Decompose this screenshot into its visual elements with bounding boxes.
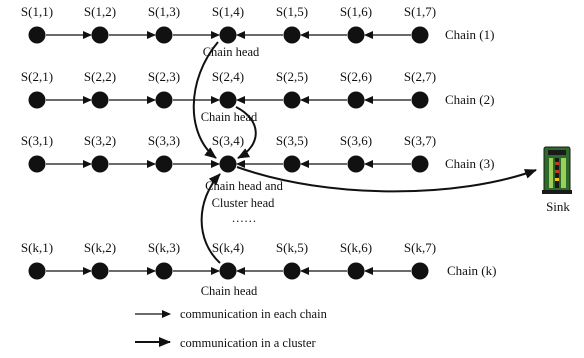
- sensor-node: [28, 155, 46, 173]
- node-label: S(3,6): [340, 133, 372, 148]
- legend-cluster-communication: communication in a cluster: [180, 336, 317, 350]
- node-label: S(2,7): [404, 69, 436, 84]
- sensor-node: [411, 262, 429, 280]
- sensor-node: [91, 262, 109, 280]
- node-label: S(2,5): [276, 69, 308, 84]
- sink-station-icon: [542, 146, 572, 194]
- sensor-node: [347, 91, 365, 109]
- node-label: S(k,5): [276, 240, 308, 255]
- node-label: S(2,3): [148, 69, 180, 84]
- chain-row-2: S(2,1) S(2,2) S(2,3) S(2,4) S(2,5) S(2,6…: [21, 69, 495, 124]
- node-label: S(k,3): [148, 240, 180, 255]
- cluster-arrow-to-sink: [236, 166, 537, 193]
- legend-chain-communication: communication in each chain: [180, 307, 328, 321]
- sensor-node: [91, 91, 109, 109]
- chain-head-node: [219, 262, 237, 280]
- sensor-node: [28, 26, 46, 44]
- node-label: S(2,4): [212, 69, 244, 84]
- cluster-arrow-from-chain-1: [192, 41, 219, 159]
- node-label: S(k,4): [212, 240, 244, 255]
- node-label: S(3,2): [84, 133, 116, 148]
- sensor-node: [28, 262, 46, 280]
- node-label: S(3,5): [276, 133, 308, 148]
- node-label: S(1,2): [84, 4, 116, 19]
- sensor-node: [91, 26, 109, 44]
- cluster-arrow-from-chain-k: [200, 173, 221, 264]
- sensor-node: [283, 155, 301, 173]
- node-label: S(1,1): [21, 4, 53, 19]
- sensor-node: [155, 155, 173, 173]
- chain-label: Chain (2): [445, 92, 494, 107]
- node-label: S(1,7): [404, 4, 436, 19]
- sensor-node: [283, 262, 301, 280]
- sensor-node: [283, 26, 301, 44]
- cluster-head-label-line1: Chain head and: [205, 179, 284, 193]
- chain-head-label: Chain head: [203, 45, 260, 59]
- cluster-communication-arrows: [192, 41, 537, 264]
- node-label: S(1,5): [276, 4, 308, 19]
- chain-head-node: [219, 26, 237, 44]
- sensor-node: [91, 155, 109, 173]
- sensor-node: [28, 91, 46, 109]
- node-label: S(3,3): [148, 133, 180, 148]
- node-label: S(3,4): [212, 133, 244, 148]
- node-label: S(1,6): [340, 4, 372, 19]
- sensor-node: [283, 91, 301, 109]
- sensor-node: [155, 26, 173, 44]
- node-label: S(2,6): [340, 69, 372, 84]
- cluster-arrow-from-chain-2: [235, 106, 257, 159]
- sensor-node: [411, 155, 429, 173]
- sensor-node: [411, 26, 429, 44]
- cluster-head-node: [219, 155, 237, 173]
- chain-row-1: S(1,1) S(1,2) S(1,3) S(1,4) S(1,5) S(1,6…: [21, 4, 495, 59]
- node-label: S(k,2): [84, 240, 116, 255]
- node-label: S(k,7): [404, 240, 436, 255]
- node-label: S(k,6): [340, 240, 372, 255]
- chain-label: Chain (1): [445, 27, 494, 42]
- sink-label: Sink: [546, 199, 570, 214]
- chain-label: Chain (k): [447, 263, 496, 278]
- sensor-node: [347, 26, 365, 44]
- sensor-node: [347, 262, 365, 280]
- node-label: S(3,1): [21, 133, 53, 148]
- chain-row-k: S(k,1) S(k,2) S(k,3) S(k,4) S(k,5) S(k,6…: [21, 240, 497, 298]
- sensor-node: [411, 91, 429, 109]
- chain-head-label: Chain head: [201, 110, 258, 124]
- sensor-node: [347, 155, 365, 173]
- node-label: S(2,2): [84, 69, 116, 84]
- sensor-node: [155, 91, 173, 109]
- cluster-head-label-line2: Cluster head: [212, 196, 276, 210]
- sensor-node: [155, 262, 173, 280]
- chain-row-3: S(3,1) S(3,2) S(3,3) S(3,4) S(3,5) S(3,6…: [21, 133, 495, 225]
- node-label: S(3,7): [404, 133, 436, 148]
- ellipsis: ……: [232, 211, 257, 225]
- node-label: S(2,1): [21, 69, 53, 84]
- node-label: S(1,4): [212, 4, 244, 19]
- chain-head-label: Chain head: [201, 284, 258, 298]
- chain-head-node: [219, 91, 237, 109]
- node-label: S(k,1): [21, 240, 53, 255]
- chain-label: Chain (3): [445, 156, 494, 171]
- node-label: S(1,3): [148, 4, 180, 19]
- legend: communication in each chain communicatio…: [135, 307, 328, 350]
